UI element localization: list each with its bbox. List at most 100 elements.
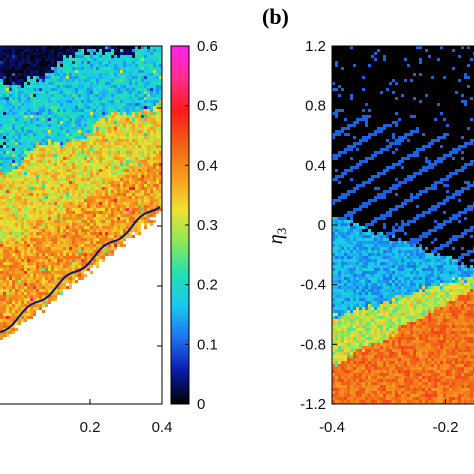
heatmap-cell [144, 193, 147, 196]
heatmap-cell [144, 217, 147, 220]
heatmap-cell [6, 94, 9, 97]
heatmap-cell [141, 61, 144, 64]
heatmap-cell [332, 391, 335, 394]
heatmap-cell [78, 70, 81, 73]
heatmap-cell [150, 49, 153, 52]
heatmap-cell [36, 292, 39, 295]
heatmap-cell [27, 307, 30, 310]
heatmap-cell [341, 82, 344, 85]
heatmap-cell [72, 52, 75, 55]
heatmap-cell [15, 121, 18, 124]
heatmap-cell [153, 52, 156, 55]
heatmap-cell [135, 70, 138, 73]
heatmap-cell [159, 202, 162, 205]
heatmap-cell [0, 181, 3, 184]
heatmap-cell [27, 124, 30, 127]
heatmap-cell [102, 217, 105, 220]
heatmap-cell [123, 100, 126, 103]
heatmap-cell [147, 46, 150, 49]
heatmap-cell [96, 133, 99, 136]
heatmap-cell [27, 301, 30, 304]
heatmap-cell [54, 190, 57, 193]
heatmap-cell [69, 169, 72, 172]
heatmap-cell [99, 52, 102, 55]
heatmap-cell [36, 274, 39, 277]
heatmap-cell [24, 130, 27, 133]
heatmap-cell [123, 76, 126, 79]
heatmap-cell [12, 76, 15, 79]
heatmap-cell [338, 175, 341, 178]
heatmap-cell [18, 295, 21, 298]
heatmap-cell [36, 91, 39, 94]
heatmap-cell [102, 187, 105, 190]
heatmap-cell [335, 385, 338, 388]
heatmap-cell [39, 250, 42, 253]
heatmap-cell [344, 325, 347, 328]
heatmap-cell [335, 190, 338, 193]
heatmap-cell [39, 76, 42, 79]
heatmap-cell [335, 394, 338, 397]
heatmap-cell [159, 46, 162, 49]
heatmap-cell [341, 49, 344, 52]
heatmap-cell [344, 361, 347, 364]
heatmap-cell [344, 391, 347, 394]
heatmap-cell [78, 175, 81, 178]
heatmap-cell [15, 145, 18, 148]
heatmap-cell [132, 133, 135, 136]
heatmap-cell [48, 139, 51, 142]
heatmap-cell [338, 277, 341, 280]
heatmap-cell [347, 256, 350, 259]
heatmap-cell [69, 49, 72, 52]
heatmap-cell [144, 133, 147, 136]
heatmap-cell [63, 256, 66, 259]
heatmap-cell [15, 256, 18, 259]
heatmap-cell [78, 214, 81, 217]
heatmap-cell [150, 64, 153, 67]
heatmap-cell [21, 175, 24, 178]
heatmap-cell [99, 202, 102, 205]
heatmap-cell [39, 46, 42, 49]
heatmap-cell [75, 214, 78, 217]
heatmap-cell [69, 214, 72, 217]
heatmap-cell [24, 250, 27, 253]
heatmap-cell [147, 196, 150, 199]
heatmap-cell [96, 79, 99, 82]
heatmap-cell [18, 85, 21, 88]
heatmap-cell [60, 91, 63, 94]
heatmap-cell [36, 49, 39, 52]
heatmap-cell [347, 118, 350, 121]
heatmap-cell [3, 256, 6, 259]
heatmap-cell [102, 46, 105, 49]
heatmap-cell [48, 244, 51, 247]
heatmap-cell [87, 169, 90, 172]
heatmap-cell [138, 232, 141, 235]
heatmap-cell [126, 208, 129, 211]
heatmap-cell [141, 58, 144, 61]
heatmap-cell [51, 85, 54, 88]
heatmap-cell [75, 73, 78, 76]
heatmap-cell [18, 49, 21, 52]
heatmap-cell [51, 235, 54, 238]
heatmap-cell [344, 205, 347, 208]
heatmap-cell [42, 208, 45, 211]
heatmap-cell [141, 157, 144, 160]
heatmap-cell [18, 196, 21, 199]
heatmap-cell [0, 103, 3, 106]
heatmap-cell [105, 148, 108, 151]
heatmap-cell [12, 229, 15, 232]
heatmap-cell [57, 280, 60, 283]
heatmap-cell [132, 214, 135, 217]
heatmap-cell [36, 130, 39, 133]
heatmap-cell [126, 199, 129, 202]
heatmap-cell [48, 106, 51, 109]
heatmap-cell [36, 214, 39, 217]
heatmap-cell [51, 109, 54, 112]
heatmap-cell [84, 190, 87, 193]
heatmap-cell [117, 154, 120, 157]
heatmap-cell [39, 202, 42, 205]
heatmap-cell [45, 205, 48, 208]
heatmap-cell [57, 64, 60, 67]
heatmap-cell [33, 277, 36, 280]
heatmap-cell [114, 169, 117, 172]
heatmap-cell [341, 319, 344, 322]
